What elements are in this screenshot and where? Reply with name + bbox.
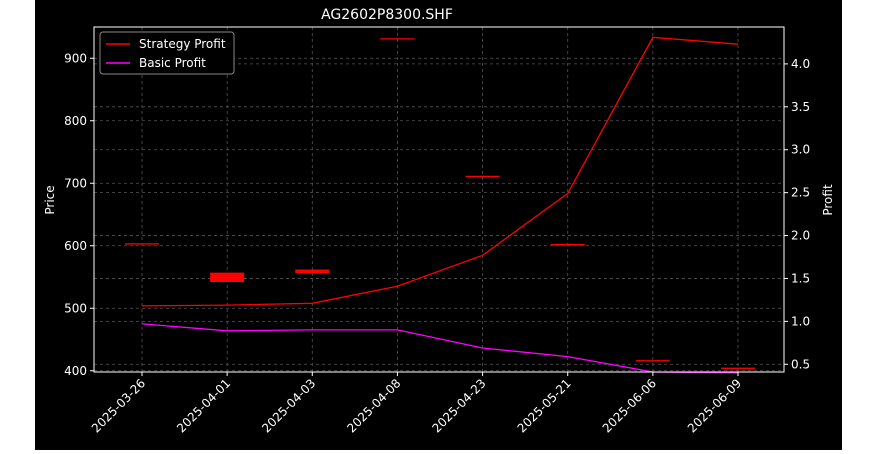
price-candle (465, 175, 500, 178)
axes: 400 500 600 700 800 900 Price 0.5 1.0 1.5 2.0 2.5 3.… (43, 26, 835, 435)
chart-figure: AG2602P8300.SHF 400 500 600 700 800 900 Price 0… (35, 0, 842, 450)
y-right-axis-label: Profit (821, 184, 835, 216)
price-candle (380, 38, 415, 40)
y-right-tick-label: 3.5 (791, 100, 810, 114)
chart-title: AG2602P8300.SHF (321, 7, 453, 23)
legend-box (99, 31, 235, 75)
price-candle (550, 243, 585, 246)
y-left-tick-label: 400 (64, 364, 87, 378)
y-right-tick-label: 1.0 (791, 314, 810, 328)
x-tick-label: 2025-04-03 (259, 376, 318, 435)
price-candles (125, 38, 755, 369)
price-candle (210, 272, 245, 282)
price-candle (635, 360, 670, 362)
y-left-axis-label: Price (43, 185, 57, 214)
y-left-tick-label: 700 (64, 176, 87, 190)
y-right-tick-label: 4.0 (791, 57, 810, 71)
x-tick-label: 2025-04-01 (174, 376, 233, 435)
y-left-tick-label: 800 (64, 114, 87, 128)
basic-profit-line (141, 323, 739, 374)
y-right-tick-label: 3.0 (791, 143, 810, 157)
profit-lines (141, 36, 739, 374)
x-tick-label: 2025-04-08 (344, 376, 403, 435)
price-candle (721, 367, 755, 369)
y-left-tick-label: 900 (64, 51, 87, 65)
x-tick-label: 2025-04-23 (429, 376, 488, 435)
y-left-tick-label: 500 (64, 301, 87, 315)
price-candle (125, 243, 159, 245)
plot-frame (93, 26, 785, 373)
y-right-tick-label: 2.0 (791, 229, 810, 243)
price-candle (295, 269, 330, 274)
y-right-tick-label: 0.5 (791, 357, 810, 371)
grid-lines (94, 27, 784, 372)
x-tick-label: 2025-05-21 (515, 376, 574, 435)
y-right-tick-label: 2.5 (791, 186, 810, 200)
x-tick-label: 2025-06-06 (600, 376, 659, 435)
x-tick-label: 2025-06-09 (685, 376, 744, 435)
x-tick-label: 2025-03-26 (89, 376, 148, 435)
legend-label: Strategy Profit (139, 37, 226, 51)
strategy-profit-line (141, 36, 739, 307)
y-right-tick-label: 1.5 (791, 271, 810, 285)
chart-svg: AG2602P8300.SHF 400 500 600 700 800 900 Price 0… (43, 7, 835, 435)
y-left-tick-label: 600 (64, 239, 87, 253)
legend-label: Basic Profit (139, 56, 206, 70)
legend: Strategy Profit Basic Profit (99, 31, 235, 75)
